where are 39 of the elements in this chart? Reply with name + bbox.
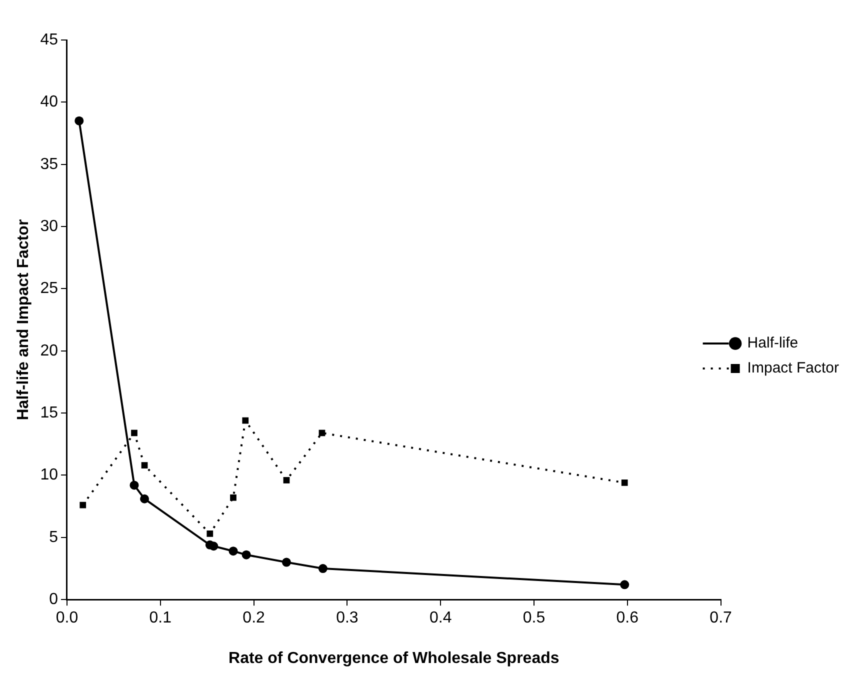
x-tick-label: 0.0	[56, 610, 78, 627]
legend-label: Impact Factor	[747, 360, 840, 377]
point	[206, 530, 214, 537]
y-tick-label: 45	[40, 31, 58, 48]
x-tick-label: 0.3	[336, 610, 358, 627]
point	[318, 564, 328, 574]
point	[131, 430, 138, 436]
point	[130, 480, 139, 490]
y-tick-label: 25	[40, 280, 58, 298]
point	[80, 502, 86, 508]
x-tick-label: 0.5	[522, 610, 546, 627]
y-tick-label: 40	[40, 94, 58, 111]
point	[620, 580, 630, 590]
y-tick-label: 5	[49, 528, 58, 546]
point	[242, 417, 249, 424]
legend-label: Half-life	[747, 334, 798, 352]
x-tick-label: 0.2	[242, 610, 266, 627]
y-tick-label: 35	[40, 156, 58, 173]
point	[242, 550, 251, 560]
y-tick-label: 30	[40, 218, 58, 235]
y-tick-label: 10	[40, 466, 58, 484]
x-tick-label: 0.4	[429, 610, 452, 627]
x-tick-label: 0.7	[710, 610, 732, 627]
point	[282, 558, 291, 567]
point	[228, 546, 238, 556]
x-axis-title: Rate of Convergence of Wholesale Spreads	[228, 650, 560, 667]
point	[621, 480, 628, 486]
point	[209, 542, 218, 551]
point	[230, 494, 236, 501]
y-tick-label: 0	[49, 591, 58, 608]
point	[283, 477, 290, 484]
x-tick-label: 0.6	[616, 610, 639, 627]
y-tick-label: 20	[40, 342, 58, 360]
y-tick-label: 15	[40, 404, 58, 422]
point	[140, 494, 150, 504]
y-axis-title: Half-life and Impact Factor	[15, 219, 32, 420]
point	[74, 116, 84, 126]
x-tick-label: 0.1	[149, 610, 172, 627]
point	[141, 462, 148, 468]
